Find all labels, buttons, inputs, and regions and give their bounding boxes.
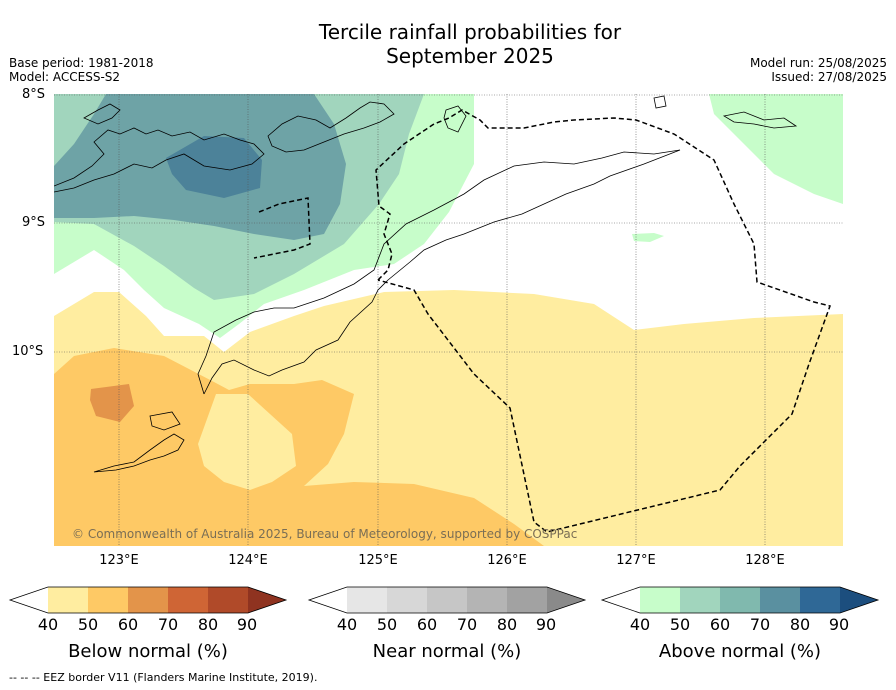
- colorbar-0-high-extension: [248, 587, 286, 613]
- colorbar-2-segment-4: [800, 587, 840, 613]
- lon-label-127e: 127°E: [616, 553, 656, 568]
- title-line-2: September 2025: [386, 44, 554, 68]
- meta-right: Model run: 25/08/2025 Issued: 27/08/2025: [750, 56, 887, 84]
- above-tick-60: 60: [709, 615, 731, 634]
- colorbar-0-segment-1: [88, 587, 128, 613]
- model-run: Model run: 25/08/2025: [749, 56, 887, 70]
- map-title: Tercile rainfall probabilities for Septe…: [0, 20, 896, 68]
- eez-border-west: [253, 197, 311, 259]
- base-period: Base period: 1981-2018: [9, 56, 154, 70]
- colorbar-1-segment-2: [427, 587, 467, 613]
- colorbar-1-segment-3: [467, 587, 507, 613]
- below-tick-60: 60: [117, 615, 139, 634]
- coastlines: [54, 95, 798, 473]
- atauro-island: [443, 105, 467, 133]
- near-tick-90: 90: [535, 615, 557, 634]
- above-tick-80: 80: [789, 615, 811, 634]
- near-tick-60: 60: [416, 615, 438, 634]
- copyright-notice: © Commonwealth of Australia 2025, Bureau…: [72, 527, 578, 541]
- issued-date: Issued: 27/08/2025: [771, 70, 887, 84]
- colorbar-0-segment-4: [208, 587, 248, 613]
- below-50-region: [54, 348, 544, 546]
- colorbar-ticks: 40 50 60 70 80 90 40 50 60 70 80 90 40 5…: [0, 615, 896, 635]
- map-svg: [54, 94, 843, 546]
- below-tick-50: 50: [77, 615, 99, 634]
- eez-footnote: -- -- -- EEZ border V11 (Flanders Marine…: [9, 671, 318, 684]
- below-tick-90: 90: [236, 615, 258, 634]
- model-name: Model: ACCESS-S2: [9, 70, 121, 84]
- savu-coast: [149, 411, 181, 431]
- roti-island: [93, 433, 185, 473]
- above-tick-90: 90: [828, 615, 850, 634]
- alor-north: [83, 103, 121, 125]
- lat-label-8s: 8°S: [22, 87, 46, 102]
- wetar-coast: [267, 101, 395, 153]
- colorbar-1-segment-4: [507, 587, 547, 613]
- colorbar-title-above: Above normal (%): [658, 641, 822, 662]
- colorbar-title-below: Below normal (%): [68, 641, 228, 662]
- colorbar-2-segment-1: [680, 587, 720, 613]
- colorbar-1-low-extension: [309, 587, 347, 613]
- east-islands: [722, 111, 798, 129]
- colorbars: [8, 586, 880, 614]
- colorbar-below-normal: [8, 586, 288, 614]
- colorbar-1-segment-0: [347, 587, 387, 613]
- colorbar-0-segment-3: [168, 587, 208, 613]
- lon-label-128e: 128°E: [745, 553, 785, 568]
- lon-label-126e: 126°E: [487, 553, 527, 568]
- above-tick-40: 40: [629, 615, 651, 634]
- near-tick-40: 40: [336, 615, 358, 634]
- colorbar-1-high-extension: [547, 587, 585, 613]
- meta-left: Base period: 1981-2018 Model: ACCESS-S2: [9, 56, 154, 84]
- title-line-1: Tercile rainfall probabilities for: [318, 20, 622, 44]
- colorbar-above-normal: [600, 586, 880, 614]
- above-40-region-east: [709, 94, 843, 204]
- lat-label-10s: 10°S: [12, 344, 44, 359]
- near-tick-50: 50: [376, 615, 398, 634]
- above-tick-50: 50: [669, 615, 691, 634]
- eez-border: [375, 109, 831, 533]
- colorbar-title-near: Near normal (%): [372, 641, 522, 662]
- colorbar-near-normal: [307, 586, 587, 614]
- near-tick-80: 80: [496, 615, 518, 634]
- alor-coast: [54, 127, 265, 193]
- east-island-2: [653, 95, 667, 109]
- graticule: [54, 94, 843, 546]
- colorbar-0-outline: [8, 586, 288, 614]
- near-tick-70: 70: [456, 615, 478, 634]
- colorbar-0-low-extension: [10, 587, 48, 613]
- colorbar-0-segment-0: [48, 587, 88, 613]
- below-tick-40: 40: [37, 615, 59, 634]
- colorbar-0-segment-2: [128, 587, 168, 613]
- below-40-window: [198, 394, 296, 490]
- colorbar-2-segment-0: [640, 587, 680, 613]
- above-tick-70: 70: [749, 615, 771, 634]
- below-tick-70: 70: [157, 615, 179, 634]
- colorbar-1-outline: [307, 586, 587, 614]
- timor-coast-north: [197, 149, 681, 395]
- lat-label-9s: 9°S: [22, 215, 46, 230]
- below-tick-80: 80: [197, 615, 219, 634]
- timor-coast-south: [203, 149, 681, 395]
- colorbar-2-high-extension: [840, 587, 878, 613]
- colorbar-2-segment-3: [760, 587, 800, 613]
- colorbar-2-low-extension: [602, 587, 640, 613]
- lon-label-125e: 125°E: [358, 553, 398, 568]
- colorbar-2-outline: [600, 586, 880, 614]
- lon-label-124e: 124°E: [228, 553, 268, 568]
- lon-label-123e: 123°E: [99, 553, 139, 568]
- above-40-island: [632, 233, 664, 242]
- rainfall-map: [54, 94, 843, 546]
- below-60-region: [90, 384, 134, 422]
- above-70-region: [166, 136, 262, 198]
- colorbar-2-segment-2: [720, 587, 760, 613]
- colorbar-1-segment-1: [387, 587, 427, 613]
